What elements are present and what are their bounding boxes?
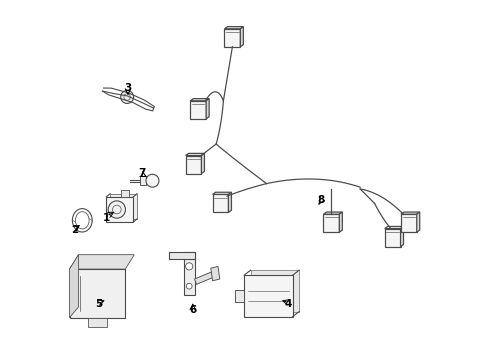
Circle shape — [146, 174, 159, 187]
Text: 3: 3 — [124, 83, 132, 93]
Polygon shape — [186, 156, 201, 174]
Text: 7: 7 — [139, 168, 146, 178]
Polygon shape — [195, 270, 218, 284]
Polygon shape — [186, 153, 204, 156]
Polygon shape — [224, 29, 240, 47]
Polygon shape — [323, 214, 339, 232]
Polygon shape — [401, 212, 420, 214]
Polygon shape — [170, 252, 195, 259]
Polygon shape — [240, 27, 244, 47]
Polygon shape — [201, 153, 204, 174]
Circle shape — [186, 283, 192, 289]
Polygon shape — [211, 266, 220, 281]
Polygon shape — [70, 255, 134, 269]
Polygon shape — [416, 212, 420, 232]
Polygon shape — [228, 192, 231, 212]
Text: 1: 1 — [103, 213, 110, 223]
Polygon shape — [140, 176, 146, 185]
Polygon shape — [70, 255, 78, 318]
Text: 6: 6 — [189, 305, 196, 315]
Polygon shape — [250, 270, 299, 311]
Text: 5: 5 — [96, 299, 103, 309]
Polygon shape — [88, 318, 107, 327]
Polygon shape — [121, 190, 129, 197]
Polygon shape — [339, 212, 343, 232]
Circle shape — [121, 90, 134, 103]
Polygon shape — [385, 226, 404, 229]
Polygon shape — [323, 212, 343, 214]
Polygon shape — [244, 275, 293, 317]
Polygon shape — [385, 229, 400, 247]
Polygon shape — [224, 27, 244, 29]
Circle shape — [186, 263, 193, 270]
Polygon shape — [235, 289, 244, 302]
Polygon shape — [206, 99, 209, 119]
Polygon shape — [110, 194, 137, 219]
Polygon shape — [184, 252, 195, 295]
Polygon shape — [400, 226, 404, 247]
Polygon shape — [190, 99, 209, 101]
Polygon shape — [213, 194, 228, 212]
Text: 8: 8 — [317, 195, 324, 205]
Polygon shape — [213, 192, 231, 194]
Text: 2: 2 — [72, 225, 79, 235]
Polygon shape — [70, 269, 125, 318]
Polygon shape — [190, 101, 206, 119]
Circle shape — [108, 201, 125, 218]
Text: 4: 4 — [285, 299, 292, 309]
Polygon shape — [106, 197, 133, 222]
Polygon shape — [401, 214, 416, 232]
